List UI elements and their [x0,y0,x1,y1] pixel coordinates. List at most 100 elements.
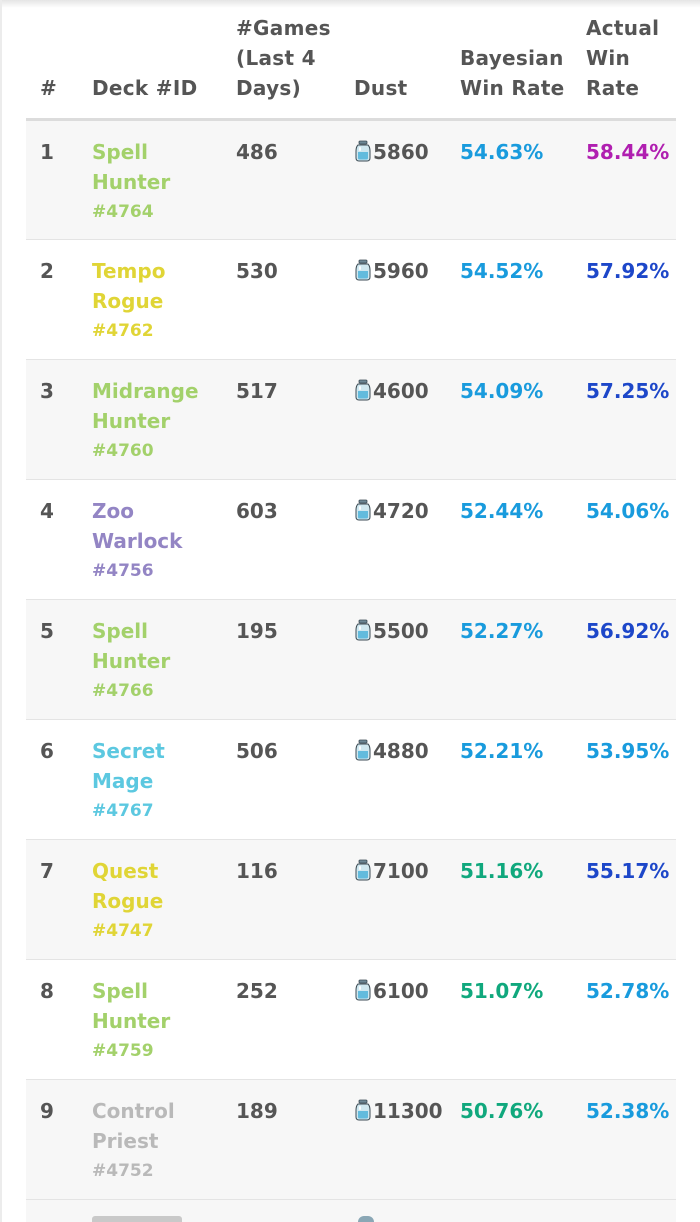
deck-name-line1[interactable]: Tempo [92,259,166,283]
row-deck[interactable]: Quest Rogue #4747 [92,839,236,960]
row-actual-rate: 54.06% [586,479,676,600]
table-row[interactable]: 7 Quest Rogue #4747 116 7100 51.16% 55.17% [26,839,676,960]
row-games: 252 [236,959,354,1080]
table-row[interactable]: 1 Spell Hunter #4764 486 5860 54.63% 58.44% [26,119,676,240]
dust-jar-icon [354,259,372,281]
deck-name-line2[interactable]: Rogue [92,289,164,313]
dust-value: 7100 [373,859,429,883]
row-deck[interactable]: Spell Hunter #4759 [92,959,236,1080]
deck-id[interactable]: #4756 [92,561,154,581]
dust-jar-icon [354,619,372,641]
row-deck[interactable]: Tempo Rogue #4762 [92,239,236,360]
header-rank[interactable]: # [26,0,92,121]
row-games: 517 [236,359,354,480]
deck-name-line1[interactable]: Secret [92,739,165,763]
deck-id[interactable]: #4766 [92,681,154,701]
deck-id[interactable]: #4759 [92,1041,154,1061]
row-actual-rate: 53.95% [586,719,676,840]
table-row[interactable]: 9 Control Priest #4752 189 11300 50.76% 52.38% [26,1079,676,1200]
dust-jar-icon [354,979,372,1001]
deck-name-line1[interactable]: Spell [92,619,148,643]
row-deck[interactable]: Zoo Warlock #4756 [92,479,236,600]
dust-jar-icon [358,1216,374,1222]
dust-value: 6100 [373,979,429,1003]
row-deck[interactable]: Midrange Hunter #4760 [92,359,236,480]
deck-id[interactable]: #4764 [92,202,154,222]
row-rank: 7 [26,839,92,960]
deck-name-line2[interactable]: Hunter [92,1009,171,1033]
table-row[interactable]: 3 Midrange Hunter #4760 517 4600 54.09% 57.25% [26,359,676,480]
deck-name-line2[interactable]: Hunter [92,170,171,194]
row-bayesian-rate: 54.52% [460,239,586,360]
row-bayesian-rate: 54.09% [460,359,586,480]
row-actual-rate: 56.92% [586,599,676,720]
row-games: 486 [236,119,354,240]
table-row[interactable]: 4 Zoo Warlock #4756 603 4720 52.44% 54.06% [26,479,676,600]
table-row[interactable]: 6 Secret Mage #4767 506 4880 52.21% 53.95% [26,719,676,840]
deck-id[interactable]: #4767 [92,801,154,821]
deck-id[interactable]: #4760 [92,441,154,461]
row-dust: 4880 [354,719,460,840]
deck-id[interactable]: #4762 [92,321,154,341]
header-deck[interactable]: Deck #ID [92,0,236,121]
row-games: 530 [236,239,354,360]
header-actual[interactable]: Actual Win Rate [586,0,676,121]
row-dust: 11300 [354,1079,460,1200]
deck-name-line2[interactable]: Mage [92,769,154,793]
deck-id[interactable]: #4747 [92,921,154,941]
deck-name-line2[interactable]: Hunter [92,409,171,433]
deck-name-line1[interactable]: Spell [92,979,148,1003]
table-row-partial [26,1200,676,1222]
row-bayesian-rate: 50.76% [460,1079,586,1200]
dust-jar-icon [354,1099,372,1121]
header-bayesian[interactable]: Bayesian Win Rate [460,0,586,121]
dust-value: 5500 [373,619,429,643]
row-deck[interactable]: Spell Hunter #4764 [92,119,236,240]
row-bayesian-rate: 52.21% [460,719,586,840]
row-deck[interactable]: Control Priest #4752 [92,1079,236,1200]
deck-name-line2[interactable]: Priest [92,1129,159,1153]
row-dust: 4600 [354,359,460,480]
deck-name-line1[interactable]: Quest [92,859,159,883]
deck-name-line1[interactable]: Midrange [92,379,199,403]
dust-value: 4720 [373,499,429,523]
dust-jar-icon [354,859,372,881]
row-bayesian-rate: 52.44% [460,479,586,600]
dust-value: 4880 [373,739,429,763]
dust-jar-icon [354,379,372,401]
deck-name-line2[interactable]: Warlock [92,529,183,553]
row-rank: 1 [26,119,92,240]
partial-deck-name [92,1216,182,1222]
dust-value: 5960 [373,259,429,283]
deck-id[interactable]: #4752 [92,1161,154,1181]
row-actual-rate: 58.44% [586,119,676,240]
table-row[interactable]: 8 Spell Hunter #4759 252 6100 51.07% 52.78% [26,959,676,1080]
deck-name-line1[interactable]: Zoo [92,499,134,523]
row-games: 506 [236,719,354,840]
row-bayesian-rate: 51.07% [460,959,586,1080]
row-actual-rate: 52.78% [586,959,676,1080]
row-actual-rate: 57.92% [586,239,676,360]
dust-jar-icon [354,739,372,761]
header-dust[interactable]: Dust [354,0,460,121]
row-actual-rate: 55.17% [586,839,676,960]
deck-name-line2[interactable]: Hunter [92,649,171,673]
left-edge [0,0,2,1222]
dust-value: 5860 [373,140,429,164]
deck-name-line2[interactable]: Rogue [92,889,164,913]
row-dust: 5960 [354,239,460,360]
row-games: 189 [236,1079,354,1200]
row-dust: 5860 [354,119,460,240]
table-row[interactable]: 5 Spell Hunter #4766 195 5500 52.27% 56.92% [26,599,676,720]
row-deck[interactable]: Spell Hunter #4766 [92,599,236,720]
row-rank: 8 [26,959,92,1080]
deck-name-line1[interactable]: Control [92,1099,175,1123]
header-games[interactable]: #Games (Last 4 Days) [236,0,354,121]
row-games: 116 [236,839,354,960]
row-rank: 4 [26,479,92,600]
table-row[interactable]: 2 Tempo Rogue #4762 530 5960 54.52% 57.92% [26,239,676,360]
row-deck[interactable]: Secret Mage #4767 [92,719,236,840]
deck-name-line1[interactable]: Spell [92,140,148,164]
row-actual-rate: 52.38% [586,1079,676,1200]
